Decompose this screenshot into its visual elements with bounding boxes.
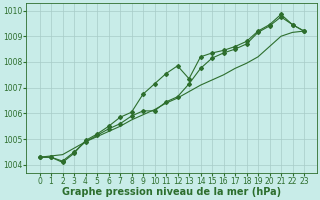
X-axis label: Graphe pression niveau de la mer (hPa): Graphe pression niveau de la mer (hPa) [62, 187, 281, 197]
